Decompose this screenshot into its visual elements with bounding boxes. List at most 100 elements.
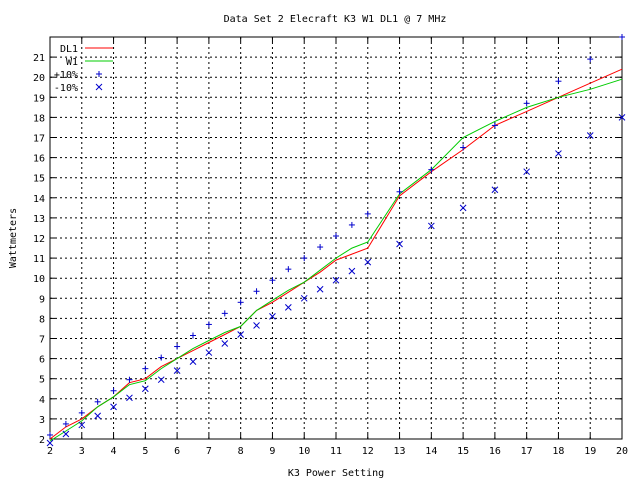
data-point-minus-10pct	[300, 294, 308, 302]
data-point-plusminus-10pct	[205, 321, 212, 328]
legend-label-dl1: DL1	[60, 44, 78, 55]
data-point-plusminus-10pct	[317, 244, 324, 251]
marker-stroke	[348, 267, 356, 275]
marker-stroke	[316, 285, 324, 293]
x-tick-label: 20	[616, 446, 628, 457]
y-tick-label: 12	[33, 234, 45, 245]
marker-stroke	[221, 340, 229, 347]
data-point-plusminus-10pct	[62, 420, 69, 427]
data-point-minus-10pct	[316, 285, 324, 293]
data-point-minus-10pct	[491, 186, 499, 194]
data-point-minus-10pct	[78, 421, 86, 429]
data-point-plusminus-10pct	[174, 343, 181, 350]
x-tick-label: 3	[79, 446, 85, 457]
marker-stroke	[491, 186, 499, 194]
data-point-minus-10pct	[141, 385, 149, 393]
series-line-dl1	[49, 68, 623, 440]
data-point-minus-10pct	[269, 313, 276, 320]
y-tick-label: 13	[33, 214, 45, 225]
data-point-plusminus-10pct	[396, 188, 403, 195]
marker-stroke	[269, 313, 276, 320]
y-tick-label: 5	[39, 375, 45, 386]
y-tick-label: 2	[39, 435, 45, 446]
data-point-plusminus-10pct	[348, 221, 355, 228]
data-point-plusminus-10pct	[333, 232, 339, 239]
x-tick-label: 19	[584, 446, 596, 457]
marker-stroke	[237, 331, 245, 338]
marker-stroke	[396, 240, 403, 248]
x-tick-label: 12	[362, 446, 374, 457]
data-point-minus-10pct	[618, 114, 626, 121]
marker-stroke	[555, 150, 562, 157]
data-point-plusminus-10pct	[269, 277, 276, 284]
data-point-plusminus-10pct	[491, 122, 498, 129]
legend-marker-minus-10pct	[95, 83, 103, 91]
series-layer	[46, 34, 626, 447]
data-point-minus-10pct	[46, 439, 54, 447]
data-point-plusminus-10pct	[237, 299, 244, 306]
data-point-minus-10pct	[205, 349, 213, 356]
marker-stroke	[46, 439, 54, 447]
data-point-plusminus-10pct	[285, 266, 292, 273]
y-tick-label: 4	[39, 395, 45, 406]
y-tick-label: 21	[33, 53, 45, 64]
x-tick-label: 10	[298, 446, 310, 457]
data-point-minus-10pct	[459, 204, 467, 212]
y-tick-label: 8	[39, 314, 45, 325]
data-point-minus-10pct	[94, 412, 102, 420]
y-tick-label: 11	[33, 254, 45, 265]
y-tick-label: 19	[33, 93, 45, 104]
y-axis-label: Wattmeters	[8, 208, 19, 268]
data-point-minus-10pct	[284, 303, 292, 311]
x-tick-label: 15	[457, 446, 469, 457]
x-tick-label: 2	[47, 446, 53, 457]
data-point-plusminus-10pct	[428, 166, 435, 173]
legend-label-minus-10pct: -10%	[54, 83, 78, 94]
axis-ticks: 2 3 4 5 6 7 8 9 10 11 12 13 14 15 16 17 18 19 20 2 3 4 5 6 7 8 9 10…	[33, 37, 628, 457]
marker-stroke	[459, 204, 467, 212]
marker-stroke	[364, 258, 372, 266]
data-point-minus-10pct	[110, 403, 117, 411]
data-point-plusminus-10pct	[619, 34, 625, 40]
data-point-minus-10pct	[586, 132, 594, 139]
data-point-plusminus-10pct	[587, 56, 594, 63]
data-point-plusminus-10pct	[47, 431, 53, 438]
legend-label-plusminus-10pct: +10%	[54, 70, 78, 81]
grid	[50, 37, 622, 439]
data-point-plusminus-10pct	[142, 365, 149, 372]
x-tick-label: 6	[174, 446, 180, 457]
data-point-plusminus-10pct	[301, 255, 308, 262]
data-point-minus-10pct	[173, 367, 181, 375]
marker-stroke	[126, 394, 133, 402]
x-tick-label: 4	[111, 446, 117, 457]
marker-stroke	[205, 349, 213, 356]
y-tick-label: 7	[39, 335, 45, 346]
data-point-minus-10pct	[332, 276, 340, 284]
x-axis-label: K3 Power Setting	[288, 468, 384, 479]
x-tick-label: 9	[269, 446, 275, 457]
data-point-minus-10pct	[157, 376, 165, 384]
data-point-minus-10pct	[221, 340, 229, 347]
marker-stroke	[300, 294, 308, 302]
data-point-plusminus-10pct	[110, 387, 117, 394]
data-point-minus-10pct	[126, 394, 133, 402]
y-tick-label: 20	[33, 73, 45, 84]
x-tick-label: 11	[330, 446, 342, 457]
marker-stroke	[95, 83, 103, 91]
marker-stroke	[62, 430, 70, 438]
data-point-plusminus-10pct	[364, 210, 371, 217]
legend-label-w1: W1	[66, 57, 78, 68]
data-point-minus-10pct	[348, 267, 356, 275]
series-line-w1	[49, 78, 623, 442]
y-tick-label: 3	[39, 415, 45, 426]
x-tick-label: 18	[552, 446, 564, 457]
x-tick-label: 8	[238, 446, 244, 457]
plot-frame	[49, 36, 623, 440]
y-tick-label: 14	[33, 194, 45, 205]
marker-stroke	[157, 376, 165, 384]
y-tick-label: 15	[33, 174, 45, 185]
marker-stroke	[78, 421, 86, 429]
marker-stroke	[253, 322, 260, 329]
data-point-minus-10pct	[364, 258, 372, 266]
